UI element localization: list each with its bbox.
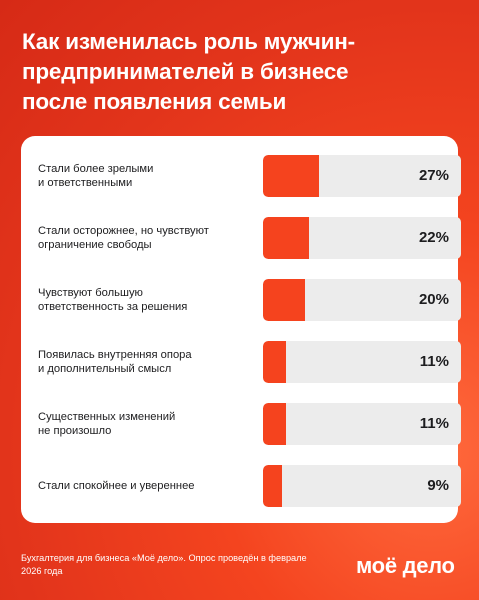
brand-logo: моё дело bbox=[356, 553, 455, 578]
bar-category-label: Появилась внутренняя опора и дополнительн… bbox=[38, 341, 268, 383]
bar-value-label: 11% bbox=[419, 415, 449, 432]
footnote: Бухгалтерия для бизнеса «Моё дело». Опро… bbox=[21, 552, 321, 578]
bar-category-label-line: не произошло bbox=[38, 425, 112, 437]
bar-row: Стали более зрелыми и ответственными 27% bbox=[21, 155, 461, 197]
title-line-2: предпринимателей в бизнесе bbox=[22, 59, 349, 84]
bar-category-label-line: и дополнительный смысл bbox=[38, 363, 172, 375]
bar-category-label: Существенных изменений не произошло bbox=[38, 403, 268, 445]
bar-fill bbox=[263, 279, 305, 321]
title-line-1: Как изменилась роль мужчин- bbox=[22, 29, 355, 54]
bar-category-label: Стали осторожнее, но чувствуют ограничени… bbox=[38, 217, 268, 259]
bar-category-label-line: Стали спокойнее и увереннее bbox=[38, 480, 195, 492]
bar-row: Существенных изменений не произошло 11% bbox=[21, 403, 461, 445]
bar-track: 27% bbox=[263, 155, 461, 197]
bar-row: Стали спокойнее и увереннее 9% bbox=[21, 465, 461, 507]
bar-fill bbox=[263, 341, 286, 383]
bar-value-label: 27% bbox=[418, 167, 449, 184]
footnote-line-1: Бухгалтерия для бизнеса «Моё дело». Опро… bbox=[21, 553, 307, 563]
bar-fill bbox=[263, 403, 286, 445]
bar-row: Стали осторожнее, но чувствуют ограничени… bbox=[21, 217, 461, 259]
bar-row: Чувствуют большую ответственность за реше… bbox=[21, 279, 461, 321]
chart-card: Стали более зрелыми и ответственными 27% Ст… bbox=[21, 136, 461, 523]
bar-category-label-line: и ответственными bbox=[38, 177, 133, 189]
bar-category-label-line: Стали более зрелыми bbox=[38, 163, 154, 175]
bar-category-label-line: Стали осторожнее, но чувствуют bbox=[38, 225, 209, 237]
bar-category-label-line: Чувствуют большую bbox=[38, 287, 143, 299]
bar-value-label: 11% bbox=[419, 353, 449, 370]
bar-track: 9% bbox=[263, 465, 461, 507]
bar-category-label-line: Существенных изменений bbox=[38, 411, 176, 423]
bar-category-label: Стали спокойнее и увереннее bbox=[38, 465, 268, 507]
bar-category-label: Стали более зрелыми и ответственными bbox=[38, 155, 268, 197]
bar-category-label-line: ответственность за решения bbox=[38, 301, 188, 313]
page-title: Как изменилась роль мужчин- предпринимат… bbox=[22, 27, 462, 117]
bar-row: Появилась внутренняя опора и дополнительн… bbox=[21, 341, 461, 383]
bar-fill bbox=[263, 155, 319, 197]
bar-category-label-line: Появилась внутренняя опора bbox=[38, 349, 192, 361]
bar-category-label: Чувствуют большую ответственность за реше… bbox=[38, 279, 268, 321]
bar-track: 11% bbox=[263, 341, 461, 383]
bar-fill bbox=[263, 217, 309, 259]
title-line-3: после появления семьи bbox=[22, 89, 287, 114]
bar-fill bbox=[263, 465, 282, 507]
bar-value-label: 22% bbox=[418, 229, 449, 246]
bar-value-label: 9% bbox=[427, 477, 449, 494]
footnote-line-2: 2026 года bbox=[21, 566, 63, 576]
bar-track: 22% bbox=[263, 217, 461, 259]
bar-value-label: 20% bbox=[418, 291, 449, 308]
bar-category-label-line: ограничение свободы bbox=[38, 239, 152, 251]
bar-track: 11% bbox=[263, 403, 461, 445]
bar-track: 20% bbox=[263, 279, 461, 321]
